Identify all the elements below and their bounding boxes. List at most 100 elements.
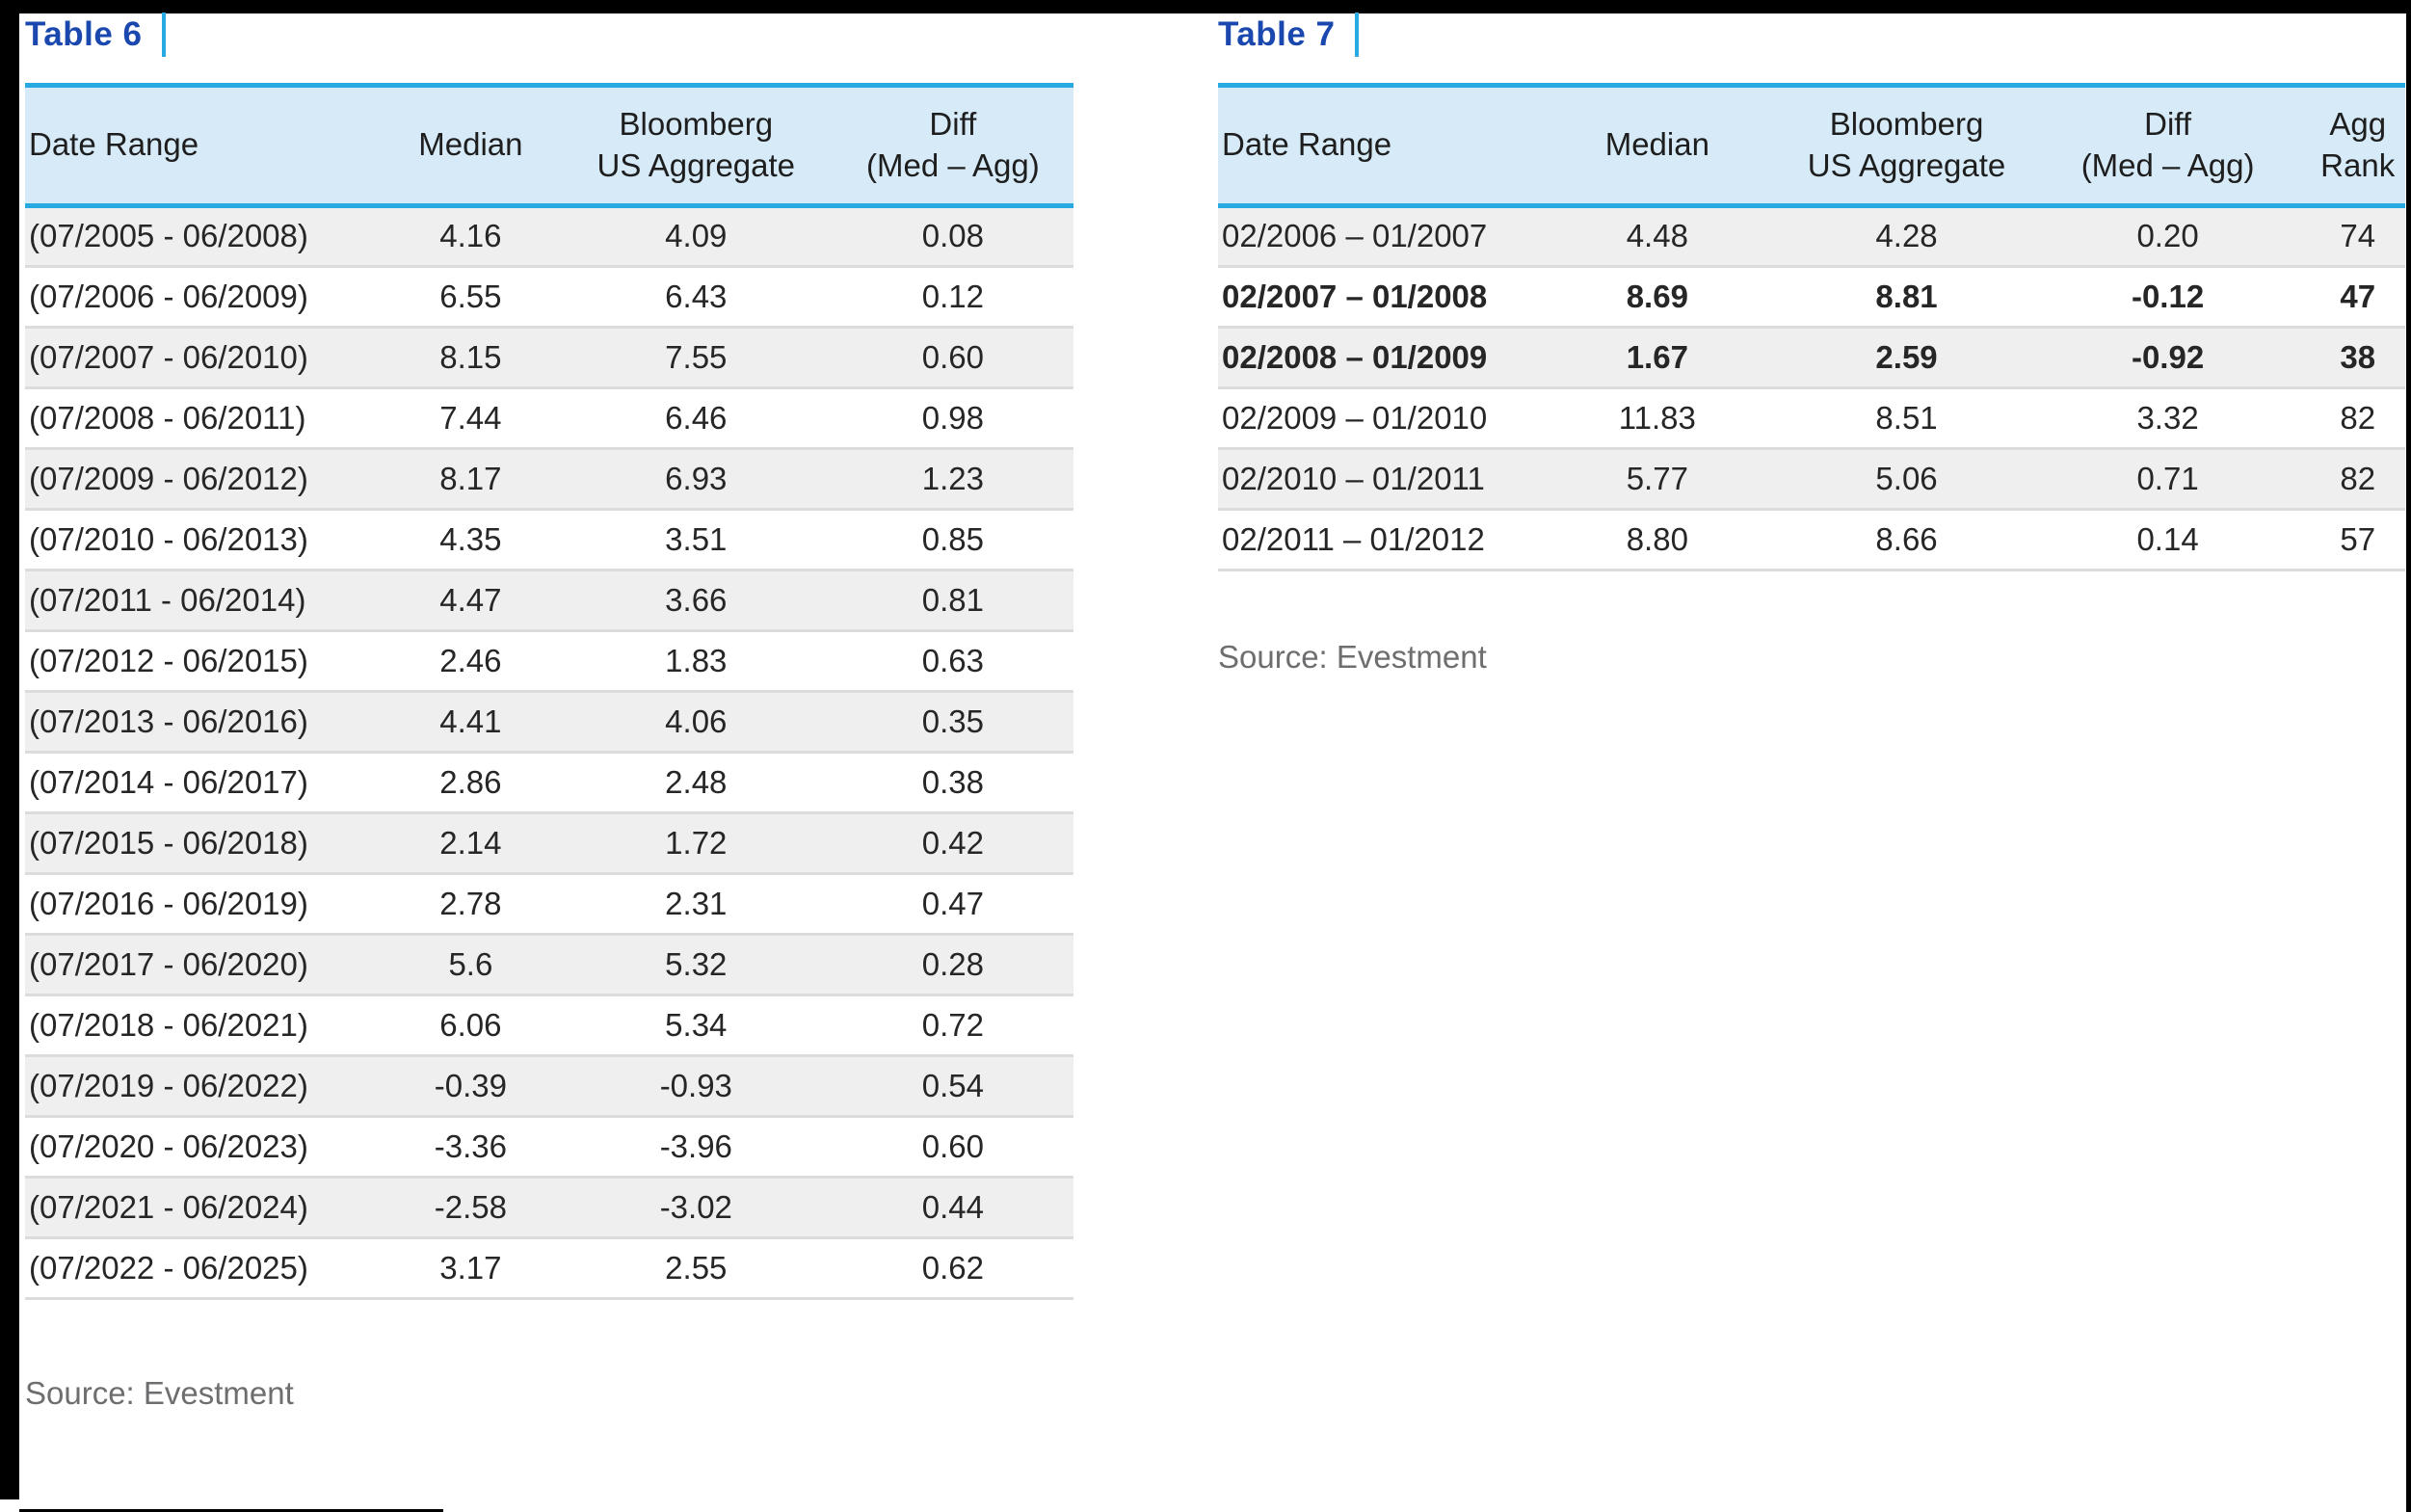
median-cell: -2.58 [381,1177,560,1239]
col-header-date-range: Date Range [25,83,382,208]
diff-cell: 0.08 [832,205,1073,268]
diff-cell: 0.42 [832,812,1073,875]
diff-cell: 0.62 [832,1237,1073,1300]
table-row: (07/2012 - 06/2015) 2.46 1.83 0.63 [25,630,1073,693]
median-cell: 4.16 [381,205,560,268]
bloomberg-cell: 4.28 [1788,205,2026,268]
median-cell: 4.35 [381,509,560,571]
date-range-cell: 02/2010 – 01/2011 [1218,448,1527,511]
date-range-cell: (07/2007 - 06/2010) [25,327,382,389]
col-header-diff-med-agg: Diff (Med – Agg) [2025,83,2311,208]
table-row: (07/2018 - 06/2021) 6.06 5.34 0.72 [25,995,1073,1057]
diff-cell: 0.72 [832,995,1073,1057]
diff-cell: 0.28 [832,934,1073,996]
table-row: 02/2010 – 01/2011 5.77 5.06 0.71 82 [1218,448,2405,511]
date-range-cell: (07/2022 - 06/2025) [25,1237,382,1300]
table-row: (07/2016 - 06/2019) 2.78 2.31 0.47 [25,873,1073,936]
diff-cell: 0.35 [832,691,1073,754]
table6-title-row: Table 6 [25,12,1073,58]
bloomberg-cell: 8.81 [1788,266,2026,329]
table-row: 02/2006 – 01/2007 4.48 4.28 0.20 74 [1218,205,2405,268]
median-cell: 2.86 [381,752,560,814]
table7-source-note: Source: Evestment [1218,638,1487,675]
table-row: (07/2010 - 06/2013) 4.35 3.51 0.85 [25,509,1073,571]
table-row: (07/2008 - 06/2011) 7.44 6.46 0.98 [25,387,1073,450]
table-row: (07/2014 - 06/2017) 2.86 2.48 0.38 [25,752,1073,814]
bloomberg-cell: 3.66 [559,570,833,632]
date-range-cell: (07/2012 - 06/2015) [25,630,382,693]
table-row: (07/2013 - 06/2016) 4.41 4.06 0.35 [25,691,1073,754]
bloomberg-cell: 7.55 [559,327,833,389]
date-range-cell: (07/2020 - 06/2023) [25,1116,382,1179]
diff-cell: 0.38 [832,752,1073,814]
median-cell: 5.77 [1526,448,1788,511]
agg-rank-cell: 74 [2310,205,2405,268]
table-row: (07/2022 - 06/2025) 3.17 2.55 0.62 [25,1237,1073,1300]
table7-header-row: Date Range Median Bloomberg US Aggregate… [1218,83,2405,208]
bloomberg-cell: 8.51 [1788,387,2026,450]
median-cell: 6.55 [381,266,560,329]
diff-cell: 1.23 [832,448,1073,511]
bloomberg-cell: 6.46 [559,387,833,450]
agg-rank-cell: 82 [2310,448,2405,511]
diff-cell: 0.47 [832,873,1073,936]
page-edge-bottom [19,1509,443,1512]
median-cell: 5.6 [381,934,560,996]
table-row: (07/2006 - 06/2009) 6.55 6.43 0.12 [25,266,1073,329]
median-cell: 2.78 [381,873,560,936]
page-edge-left [0,0,19,1499]
bloomberg-cell: 3.51 [559,509,833,571]
col-header-median: Median [1526,83,1788,208]
table-row: 02/2008 – 01/2009 1.67 2.59 -0.92 38 [1218,327,2405,389]
diff-cell: 0.98 [832,387,1073,450]
diff-cell: 0.81 [832,570,1073,632]
table6-section: Table 6 Date Range Median Bloomberg US A… [25,12,1073,1412]
date-range-cell: (07/2013 - 06/2016) [25,691,382,754]
date-range-cell: (07/2014 - 06/2017) [25,752,382,814]
date-range-cell: (07/2009 - 06/2012) [25,448,382,511]
diff-cell: 0.54 [832,1055,1073,1118]
table-row: (07/2011 - 06/2014) 4.47 3.66 0.81 [25,570,1073,632]
median-cell: 8.17 [381,448,560,511]
median-cell: 7.44 [381,387,560,450]
median-cell: 1.67 [1526,327,1788,389]
table7-title-row: Table 7 [1218,12,2405,58]
diff-cell: 0.63 [832,630,1073,693]
table-row: (07/2015 - 06/2018) 2.14 1.72 0.42 [25,812,1073,875]
table6: Date Range Median Bloomberg US Aggregate… [25,83,1073,1300]
table-row: (07/2020 - 06/2023) -3.36 -3.96 0.60 [25,1116,1073,1179]
table7: Date Range Median Bloomberg US Aggregate… [1218,83,2405,571]
diff-cell: 0.20 [2025,205,2311,268]
bloomberg-cell: 4.09 [559,205,833,268]
date-range-cell: (07/2021 - 06/2024) [25,1177,382,1239]
table-row: 02/2007 – 01/2008 8.69 8.81 -0.12 47 [1218,266,2405,329]
table-row: (07/2005 - 06/2008) 4.16 4.09 0.08 [25,205,1073,268]
bloomberg-cell: 1.83 [559,630,833,693]
table7-title: Table 7 [1218,15,1336,53]
date-range-cell: 02/2009 – 01/2010 [1218,387,1527,450]
table-row: (07/2009 - 06/2012) 8.17 6.93 1.23 [25,448,1073,511]
date-range-cell: (07/2011 - 06/2014) [25,570,382,632]
diff-cell: -0.12 [2025,266,2311,329]
bloomberg-cell: -0.93 [559,1055,833,1118]
table-row: (07/2017 - 06/2020) 5.6 5.32 0.28 [25,934,1073,996]
bloomberg-cell: 5.34 [559,995,833,1057]
bloomberg-cell: 6.43 [559,266,833,329]
table6-source-note: Source: Evestment [25,1374,294,1411]
date-range-cell: 02/2011 – 01/2012 [1218,509,1527,571]
diff-cell: 0.44 [832,1177,1073,1239]
date-range-cell: (07/2010 - 06/2013) [25,509,382,571]
table7-title-accent-bar [1354,13,1359,57]
page-edge-right [2406,0,2411,1512]
table6-body: (07/2005 - 06/2008) 4.16 4.09 0.08 (07/2… [25,205,1073,1300]
agg-rank-cell: 47 [2310,266,2405,329]
median-cell: 6.06 [381,995,560,1057]
table-row: (07/2007 - 06/2010) 8.15 7.55 0.60 [25,327,1073,389]
median-cell: 8.69 [1526,266,1788,329]
diff-cell: 0.85 [832,509,1073,571]
date-range-cell: 02/2008 – 01/2009 [1218,327,1527,389]
bloomberg-cell: 1.72 [559,812,833,875]
bloomberg-cell: 8.66 [1788,509,2026,571]
diff-cell: 0.60 [832,327,1073,389]
agg-rank-cell: 57 [2310,509,2405,571]
